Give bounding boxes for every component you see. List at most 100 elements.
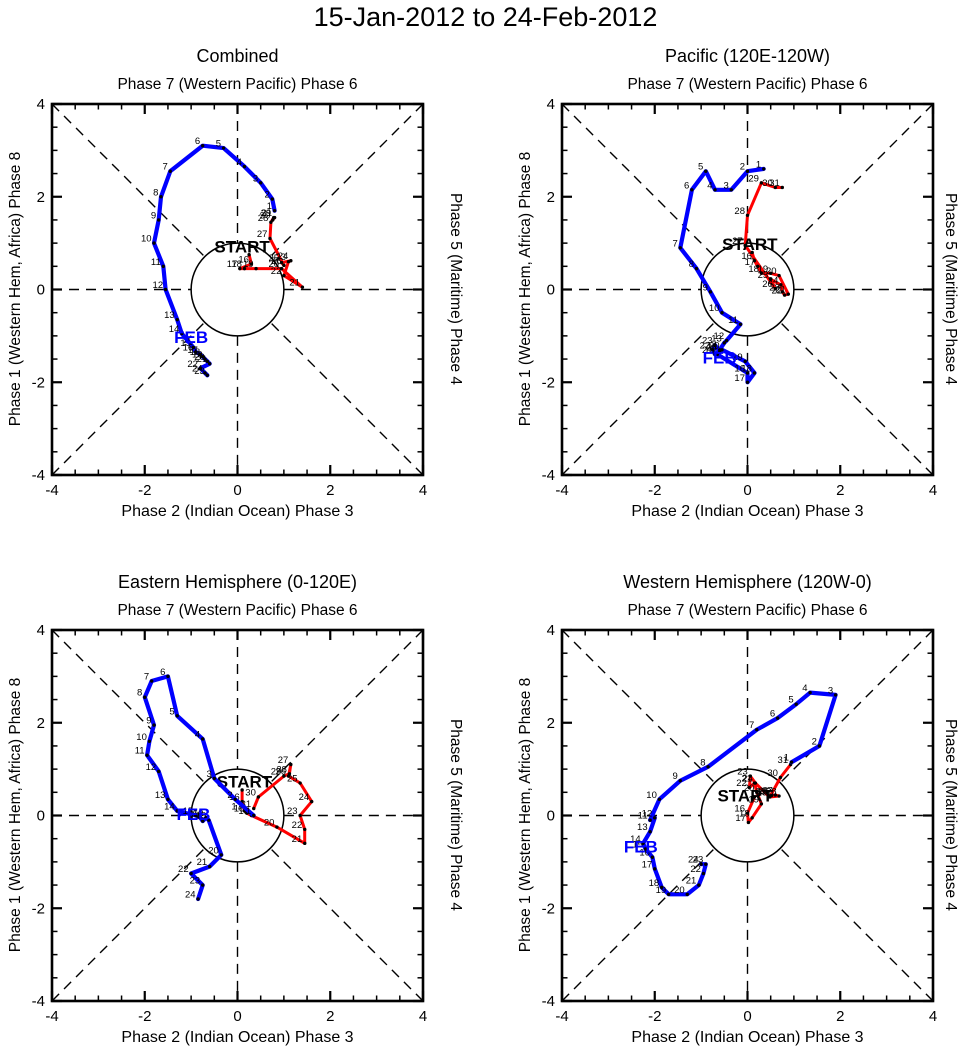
day-label: 31 [778, 755, 789, 766]
trajectory-point [258, 181, 263, 185]
trajectory-point [641, 841, 645, 846]
day-label: 12 [642, 808, 653, 819]
day-label: 31 [262, 208, 273, 219]
trajectory-point [221, 146, 226, 150]
reference-dashed-line [51, 103, 206, 258]
panel-subtitle-western: Phase 7 (Western Pacific) Phase 6 [627, 602, 868, 619]
panel-plot-pacific: -4-4-2-200224416171819202122232425262728… [542, 96, 938, 499]
trajectory-point [201, 355, 205, 359]
day-label: 10 [709, 303, 720, 314]
trajectory-point [780, 290, 784, 294]
day-label: 25 [758, 270, 769, 281]
day-label: 27 [278, 755, 289, 766]
day-label: 22 [772, 286, 783, 297]
reference-dashed-line [51, 321, 206, 476]
trajectory-point [247, 253, 251, 257]
trajectory-point [198, 366, 203, 371]
x-tick-label: -2 [138, 482, 151, 499]
day-label: 4 [802, 683, 807, 694]
day-label: 4 [195, 729, 200, 740]
trajectory-point [279, 260, 284, 265]
yaxis-left-label-western: Phase 1 (Western Hem, Africa) Phase 8 [517, 677, 534, 953]
day-label: 17 [227, 259, 238, 270]
x-tick-label: -2 [648, 482, 661, 499]
day-label: 31 [241, 799, 252, 810]
day-label: 5 [788, 695, 793, 706]
trajectory-point [201, 883, 205, 887]
trajectory-point [657, 797, 662, 801]
trajectory-point [201, 819, 205, 823]
y-tick-label: 2 [547, 715, 555, 732]
y-tick-label: 4 [547, 96, 555, 113]
trajectory-point [240, 788, 244, 792]
day-label: 21 [289, 278, 300, 289]
trajectory-point [648, 818, 652, 822]
day-label: 20 [766, 266, 777, 277]
trajectory-point [724, 338, 729, 343]
trajectory-point [748, 774, 752, 778]
reference-dashed-line [779, 847, 934, 1002]
day-label: 18 [741, 363, 752, 374]
trajectory-point [753, 781, 758, 785]
trajectory-point [833, 693, 838, 697]
trajectory-point [289, 259, 293, 263]
trajectory-point [648, 830, 652, 834]
trajectory-point [272, 208, 277, 213]
trajectory-point [759, 271, 764, 275]
trajectory-point [745, 213, 750, 217]
trajectory-point [303, 841, 307, 846]
day-label: 9 [703, 282, 708, 293]
x-tick-label: -4 [555, 1008, 568, 1025]
day-label: 7 [672, 238, 677, 249]
x-tick-label: 2 [836, 1008, 844, 1025]
day-label: 26 [762, 279, 773, 290]
day-label: 11 [638, 811, 648, 822]
panel-subtitle-combined: Phase 7 (Western Pacific) Phase 6 [117, 76, 358, 93]
trajectory-point [271, 218, 275, 222]
trajectory-point [212, 776, 217, 781]
trajectory-point [166, 797, 170, 801]
day-label: 22 [187, 359, 198, 370]
start-annotation: START [717, 787, 773, 806]
trajectory-point [643, 847, 648, 851]
trajectory-point [746, 820, 751, 825]
day-label: 19 [196, 811, 207, 822]
reference-dashed-line [269, 847, 424, 1002]
day-label: 9 [672, 771, 677, 782]
trajectory-point [207, 818, 211, 822]
trajectory-point [282, 273, 286, 278]
trajectory-point [678, 246, 682, 250]
x-tick-label: 0 [743, 1008, 751, 1025]
trajectory-point [168, 169, 172, 173]
day-label: 2 [740, 162, 745, 173]
day-label: 17 [187, 345, 198, 356]
day-label: 2 [264, 190, 269, 201]
day-label: 17 [745, 257, 756, 268]
day-label: 27 [732, 236, 743, 247]
trajectory-point [768, 795, 772, 799]
reference-dashed-line [51, 629, 206, 784]
day-label: 30 [767, 768, 778, 779]
trajectory-point [704, 169, 708, 173]
trajectory-point [685, 892, 689, 897]
trajectory-point [778, 775, 783, 780]
trajectory-point [161, 264, 165, 269]
day-label: 23 [702, 336, 713, 347]
day-label: 21 [702, 345, 713, 356]
day-label: 19 [732, 352, 743, 363]
trajectory-point [762, 167, 766, 171]
day-label: 23 [737, 767, 748, 778]
day-label: 24 [707, 343, 718, 354]
day-label: 4 [707, 180, 712, 191]
xaxis-label-pacific: Phase 2 (Indian Ocean) Phase 3 [631, 503, 864, 520]
day-label: 27 [257, 229, 268, 240]
day-label: 19 [238, 806, 249, 817]
yaxis-right-label-combined: Phase 5 (Maritime) Phase 4 [447, 192, 464, 386]
trajectory-point [775, 716, 780, 720]
day-label: 21 [292, 834, 303, 845]
trajectory-point [194, 350, 198, 354]
trajectory-point [194, 813, 198, 818]
y-tick-label: -2 [542, 900, 555, 917]
trajectory-point [768, 277, 773, 281]
day-label: 22 [292, 820, 303, 831]
